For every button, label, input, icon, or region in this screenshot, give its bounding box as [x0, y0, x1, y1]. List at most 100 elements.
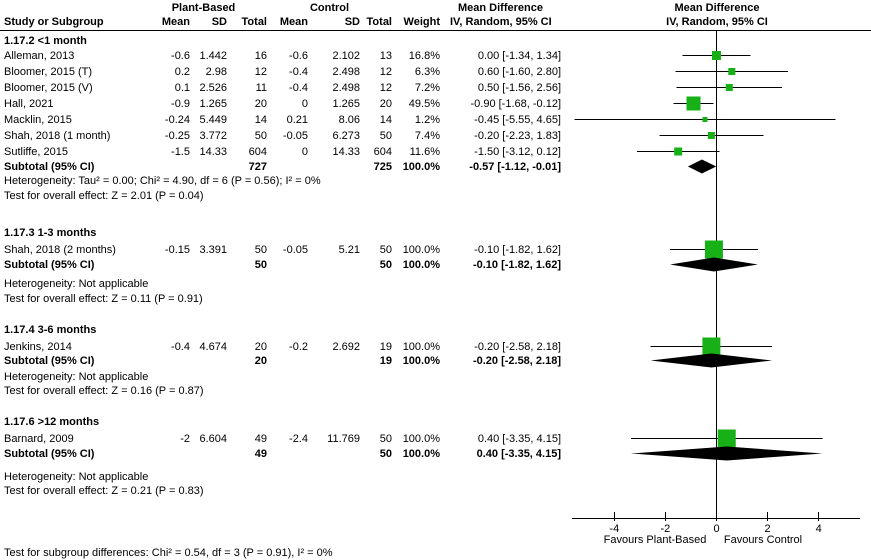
plant-sd: 2.98: [205, 66, 227, 78]
control-total: 50: [379, 244, 392, 256]
study-label: Hall, 2021: [4, 98, 54, 110]
control-sd: [308, 161, 360, 176]
total2-col-header: Total: [366, 16, 392, 28]
subgroup-header: 1.17.3 1-3 months: [4, 227, 97, 239]
control-mean: 0.21: [286, 114, 308, 126]
control-mean: [267, 259, 308, 274]
favours-right-label: Favours Control: [724, 534, 802, 546]
plant-mean: -1.5: [171, 146, 190, 158]
control-sd: 2.498: [332, 82, 360, 94]
weight-value: 100.0%: [402, 244, 440, 256]
heterogeneity-line: Heterogeneity: Not applicable: [4, 371, 149, 383]
plant-mean: [140, 259, 190, 274]
study-row: Shah, 2018 (1 month) -0.25 3.772 50 -0.05 6.2…: [0, 130, 561, 145]
effect-square: [717, 429, 736, 448]
control-sd: 11.769: [327, 433, 360, 445]
plant-sd: 14.33: [199, 146, 227, 158]
plant-total: 50: [254, 259, 267, 271]
subtotal-row: Subtotal (95% CI) 20 19 100.0% -0.20 [-2.58,…: [0, 355, 561, 370]
study-label: Sutliffe, 2015: [4, 146, 69, 158]
heterogeneity-line: Heterogeneity: Not applicable: [4, 278, 149, 290]
subtotal-label: Subtotal (95% CI): [4, 259, 95, 271]
control-sd: 14.33: [332, 146, 360, 158]
favours-left-label: Favours Plant-Based: [604, 534, 707, 546]
control-sd: 1.265: [332, 98, 360, 110]
plant-total: 12: [254, 66, 267, 78]
ci-text: 0.00 [-1.34, 1.34]: [477, 50, 561, 62]
control-total: 14: [379, 114, 392, 126]
column-header-row: Study or Subgroup Mean SD Total Mean SD …: [0, 16, 561, 31]
plant-mean: -0.15: [164, 244, 190, 256]
plant-total: 50: [254, 244, 267, 256]
subtotal-diamond: [687, 159, 717, 174]
mean1-col-header: Mean: [161, 16, 190, 28]
plant-total: 20: [254, 98, 267, 110]
study-col-header: Study or Subgroup: [4, 16, 104, 28]
ci-text: -1.50 [-3.12, 0.12]: [474, 146, 561, 158]
ci-text: -0.45 [-5.55, 4.65]: [474, 114, 561, 126]
effect-header-table: Mean Difference: [458, 2, 543, 14]
plant-total: 49: [254, 448, 267, 460]
control-total: 19: [379, 341, 392, 353]
weight-value: 100.0%: [402, 355, 440, 367]
plant-total: 14: [254, 114, 267, 126]
subtotal-label: Subtotal (95% CI): [4, 161, 95, 173]
effect-square: [702, 337, 721, 356]
plant-mean: [140, 161, 190, 176]
axis-tick-label: 2: [765, 523, 771, 535]
plant-total: 727: [248, 161, 267, 173]
plant-mean: -0.6: [171, 50, 190, 62]
study-label: Bloomer, 2015 (V): [4, 82, 93, 94]
method-header-plot: IV, Random, 95% CI: [666, 16, 768, 28]
plant-mean: -0.25: [164, 130, 190, 142]
subtotal-diamond: [669, 257, 758, 272]
study-label: Macklin, 2015: [4, 114, 72, 126]
plant-mean: [140, 355, 190, 370]
control-sd: 5.21: [338, 244, 360, 256]
weight-value: 100.0%: [402, 341, 440, 353]
weight-col-header: Weight: [403, 16, 440, 28]
ci-text: 0.60 [-1.60, 2.80]: [477, 66, 561, 78]
control-total: 50: [379, 130, 392, 142]
subtotal-diamond: [630, 446, 823, 461]
weight-value: 100.0%: [402, 161, 440, 173]
ci-text: -0.10 [-1.82, 1.62]: [472, 259, 561, 271]
sd2-col-header: SD: [344, 16, 360, 28]
ci-text: -0.10 [-1.82, 1.62]: [474, 244, 561, 256]
study-label: Alleman, 2013: [4, 50, 75, 62]
heterogeneity-line: Heterogeneity: Not applicable: [4, 471, 149, 483]
plant-sd: 4.674: [199, 341, 227, 353]
control-total: 604: [373, 146, 392, 158]
plant-sd: 6.604: [199, 433, 227, 445]
study-label: Bloomer, 2015 (T): [4, 66, 93, 78]
control-total: 20: [379, 98, 392, 110]
control-total: 725: [373, 161, 392, 173]
control-sd: 2.498: [332, 66, 360, 78]
weight-value: 100.0%: [402, 448, 440, 460]
group2-header: Control: [309, 2, 350, 14]
control-mean: -0.05: [282, 130, 308, 142]
axis-tick-label: 4: [816, 523, 822, 535]
subtotal-label: Subtotal (95% CI): [4, 355, 95, 367]
plant-total: 16: [254, 50, 267, 62]
study-row: Bloomer, 2015 (T) 0.2 2.98 12 -0.4 2.498 12 6.3…: [0, 66, 561, 81]
control-total: 12: [379, 66, 392, 78]
subgroup-difference-test: Test for subgroup differences: Chi² = 0.…: [4, 547, 333, 559]
plant-total: 20: [254, 355, 267, 367]
weight-value: 16.8%: [408, 50, 440, 62]
study-row: Alleman, 2013 -0.6 1.442 16 -0.6 2.102 13 16.8%…: [0, 50, 561, 65]
control-mean: -0.2: [289, 341, 308, 353]
control-mean: -0.4: [289, 82, 308, 94]
ci-text: -0.57 [-1.12, -0.01]: [469, 161, 561, 173]
plant-sd: 5.449: [199, 114, 227, 126]
control-total: 13: [379, 50, 392, 62]
heterogeneity-line: Heterogeneity: Tau² = 0.00; Chi² = 4.90,…: [4, 175, 321, 187]
study-row: Hall, 2021 -0.9 1.265 20 0 1.265 20 49.5% -0.90 …: [0, 98, 561, 113]
study-label: Barnard, 2009: [4, 433, 74, 445]
plant-sd: 2.526: [199, 82, 227, 94]
control-mean: 0: [301, 146, 308, 158]
weight-value: 7.2%: [414, 82, 440, 94]
plant-mean: 0.1: [174, 82, 190, 94]
control-total: 50: [379, 433, 392, 445]
weight-value: 100.0%: [402, 433, 440, 445]
